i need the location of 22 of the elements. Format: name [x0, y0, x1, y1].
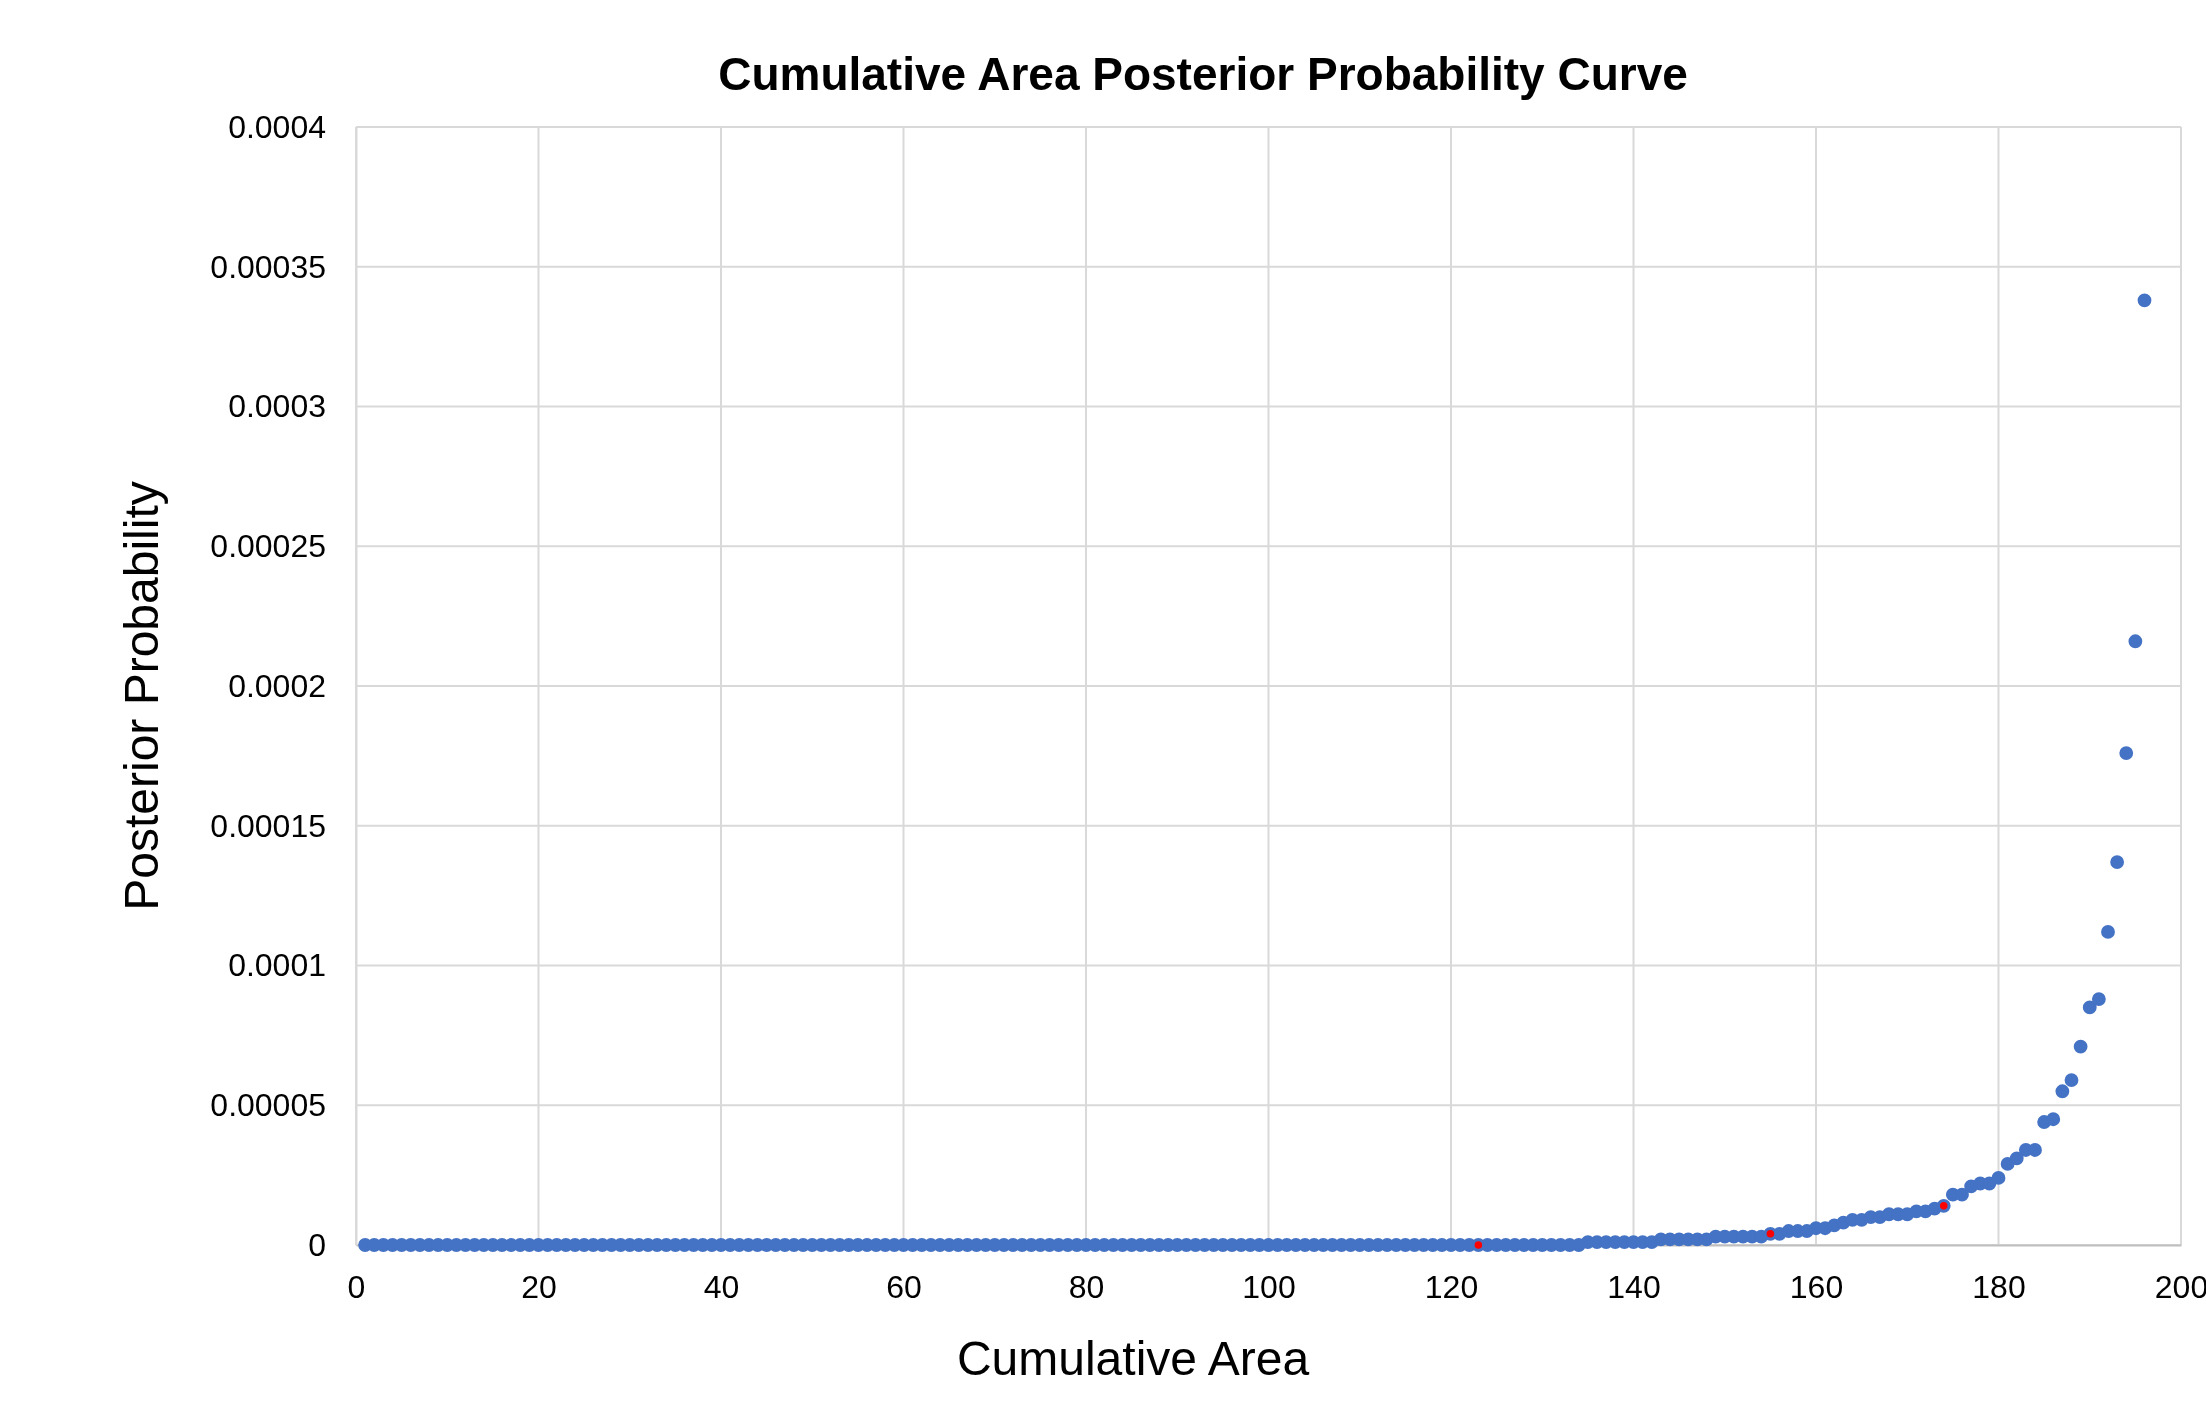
y-axis-title: Posterior Probability: [115, 481, 168, 911]
y-tick-label: 0.0003: [228, 388, 326, 425]
y-tick-label: 0.00015: [210, 807, 326, 844]
x-tick-label: 60: [886, 1268, 922, 1305]
x-tick-label: 20: [521, 1268, 557, 1305]
chart-title: Cumulative Area Posterior Probability Curve: [718, 48, 1688, 100]
x-tick-label: 140: [1607, 1268, 1661, 1305]
y-tick-label: 0.0004: [228, 108, 326, 145]
x-tick-label: 120: [1424, 1268, 1479, 1305]
x-tick-label: 160: [1789, 1268, 1844, 1305]
x-axis-title: Cumulative Area: [956, 1332, 1310, 1385]
x-tick-label: 100: [1242, 1268, 1296, 1305]
y-tick-label: 0.00035: [210, 248, 326, 285]
y-tick-label: 0.0001: [228, 947, 326, 984]
y-tick-label: 0.0002: [228, 667, 326, 704]
x-tick-label: 0: [347, 1268, 366, 1305]
y-tick-label: 0.00005: [210, 1086, 326, 1123]
y-tick-label: 0: [308, 1226, 326, 1263]
y-tick-label: 0.00025: [210, 527, 326, 564]
x-tick-label: 80: [1068, 1268, 1105, 1305]
x-tick-label: 180: [1972, 1268, 2026, 1305]
x-tick-label: 40: [703, 1268, 740, 1305]
